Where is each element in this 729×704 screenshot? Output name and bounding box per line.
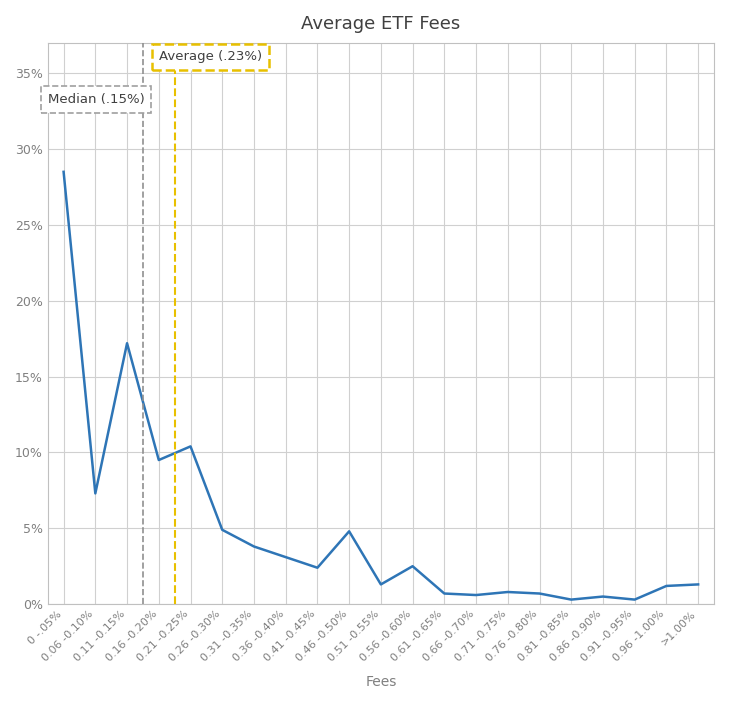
X-axis label: Fees: Fees	[365, 675, 397, 689]
Text: Average (.23%): Average (.23%)	[159, 51, 262, 63]
Text: Median (.15%): Median (.15%)	[47, 93, 144, 106]
Title: Average ETF Fees: Average ETF Fees	[301, 15, 461, 33]
